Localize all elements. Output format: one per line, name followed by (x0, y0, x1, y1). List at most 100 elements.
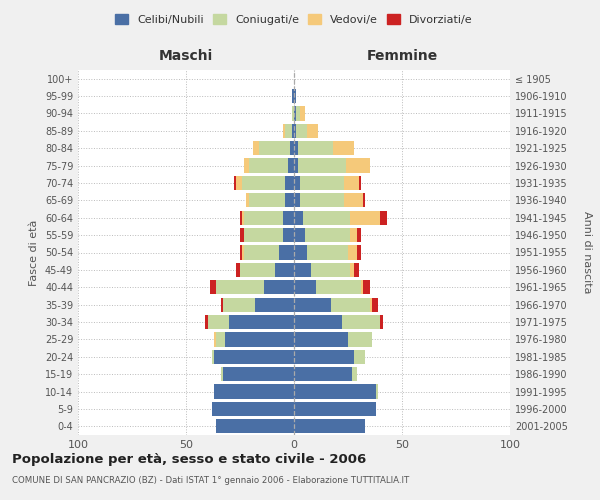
Bar (350, 263, 355, 277)
Bar (240, 210, 242, 225)
Bar (294, 158, 298, 172)
Bar (294, 298, 331, 312)
Bar (216, 332, 225, 346)
Bar (363, 193, 365, 208)
Bar (283, 228, 294, 242)
Bar (294, 419, 365, 434)
Bar (259, 141, 290, 156)
Bar (221, 298, 223, 312)
Bar (240, 228, 244, 242)
Bar (341, 315, 380, 329)
Bar (301, 193, 344, 208)
Bar (216, 280, 264, 294)
Bar (294, 193, 301, 208)
Legend: Celibi/Nubili, Coniugati/e, Vedovi/e, Divorziati/e: Celibi/Nubili, Coniugati/e, Vedovi/e, Di… (112, 10, 476, 28)
Bar (305, 228, 350, 242)
Bar (294, 106, 296, 120)
Bar (301, 176, 344, 190)
Bar (294, 402, 376, 416)
Bar (294, 246, 307, 260)
Bar (247, 193, 248, 208)
Bar (333, 141, 355, 156)
Y-axis label: Fasce di età: Fasce di età (29, 220, 39, 286)
Bar (294, 315, 341, 329)
Bar (244, 158, 248, 172)
Bar (355, 350, 365, 364)
Bar (244, 210, 283, 225)
Bar (208, 315, 229, 329)
Bar (255, 298, 294, 312)
Bar (307, 246, 348, 260)
Bar (331, 298, 370, 312)
Bar (380, 210, 387, 225)
Bar (290, 141, 294, 156)
Bar (286, 193, 294, 208)
Bar (236, 176, 242, 190)
Bar (214, 332, 216, 346)
Bar (296, 124, 307, 138)
Bar (292, 124, 294, 138)
Bar (223, 298, 255, 312)
Bar (242, 176, 286, 190)
Text: COMUNE DI SAN PANCRAZIO (BZ) - Dati ISTAT 1° gennaio 2006 - Elaborazione TUTTITA: COMUNE DI SAN PANCRAZIO (BZ) - Dati ISTA… (12, 476, 409, 485)
Bar (346, 158, 370, 172)
Bar (205, 315, 208, 329)
Bar (294, 350, 355, 364)
Bar (294, 228, 305, 242)
Bar (350, 228, 356, 242)
Bar (344, 193, 363, 208)
Bar (294, 124, 296, 138)
Bar (294, 384, 376, 398)
Bar (242, 246, 244, 260)
Bar (294, 280, 316, 294)
Bar (380, 315, 383, 329)
Bar (223, 367, 294, 382)
Bar (363, 280, 370, 294)
Bar (283, 124, 286, 138)
Bar (301, 106, 305, 120)
Bar (361, 280, 363, 294)
Bar (356, 228, 361, 242)
Text: Popolazione per età, sesso e stato civile - 2006: Popolazione per età, sesso e stato civil… (12, 452, 366, 466)
Bar (287, 158, 294, 172)
Bar (292, 106, 294, 120)
Bar (294, 210, 302, 225)
Bar (283, 210, 294, 225)
Bar (376, 384, 378, 398)
Bar (359, 176, 361, 190)
Bar (294, 263, 311, 277)
Bar (292, 89, 294, 103)
Text: Femmine: Femmine (367, 48, 437, 62)
Text: Maschi: Maschi (159, 48, 213, 62)
Bar (344, 176, 359, 190)
Bar (264, 280, 294, 294)
Bar (348, 246, 356, 260)
Bar (248, 158, 287, 172)
Bar (316, 280, 361, 294)
Bar (355, 263, 359, 277)
Bar (216, 419, 294, 434)
Bar (225, 332, 294, 346)
Bar (311, 263, 350, 277)
Bar (350, 210, 380, 225)
Bar (229, 315, 294, 329)
Bar (212, 402, 294, 416)
Bar (294, 176, 301, 190)
Bar (279, 246, 294, 260)
Bar (240, 246, 242, 260)
Bar (248, 193, 286, 208)
Bar (298, 158, 346, 172)
Bar (286, 124, 292, 138)
Bar (348, 332, 372, 346)
Bar (240, 263, 275, 277)
Bar (212, 350, 214, 364)
Bar (253, 141, 259, 156)
Bar (221, 367, 223, 382)
Bar (296, 106, 301, 120)
Bar (294, 89, 296, 103)
Bar (307, 124, 318, 138)
Bar (242, 210, 244, 225)
Bar (214, 350, 294, 364)
Bar (356, 246, 361, 260)
Bar (286, 176, 294, 190)
